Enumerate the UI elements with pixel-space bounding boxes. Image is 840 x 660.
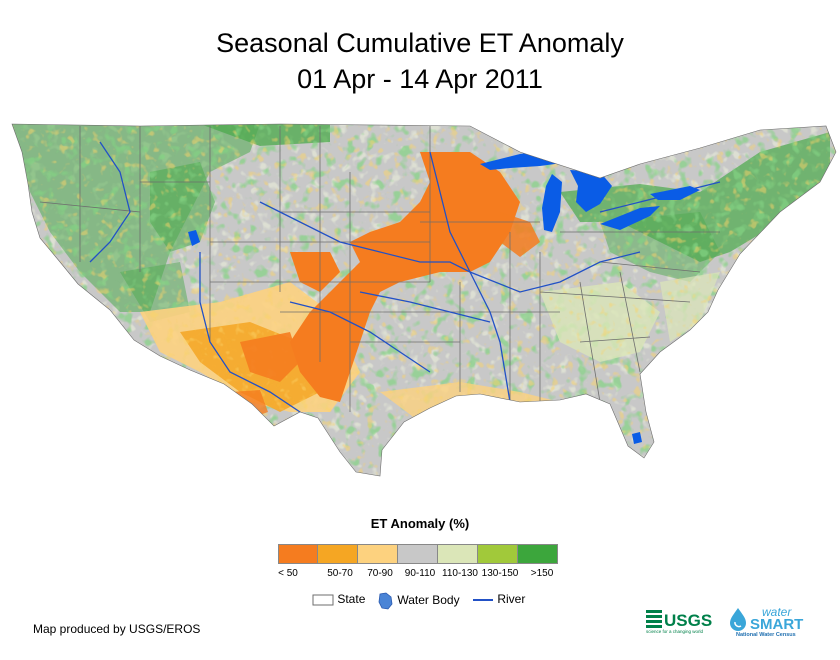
state-boundaries xyxy=(39,126,720,412)
national-border xyxy=(11,123,837,477)
lake-erie xyxy=(600,206,660,230)
water-body-symbol: Water Body xyxy=(376,592,460,610)
legend-label: >150 xyxy=(530,568,554,579)
watersmart-sub-text: National Water Census xyxy=(736,632,796,638)
river-symbol-label: River xyxy=(497,592,526,606)
legend-swatch xyxy=(318,544,358,564)
usgs-tagline: science for a changing world xyxy=(646,629,704,634)
us-et-anomaly-map xyxy=(11,123,837,477)
legend-swatch xyxy=(438,544,478,564)
legend-swatch xyxy=(358,544,398,564)
legend-label: < 50 xyxy=(278,568,298,579)
usgs-logo-text: USGS xyxy=(664,611,712,630)
legend-label: 70-90 xyxy=(367,568,393,579)
legend-label: 130-150 xyxy=(481,568,519,579)
state-swatch-icon xyxy=(312,594,334,606)
lake-okeechobee xyxy=(632,432,642,444)
map-title: Seasonal Cumulative ET Anomaly xyxy=(216,28,624,58)
usgs-logo-icon: USGS science for a changing world xyxy=(646,610,712,634)
lake-michigan xyxy=(542,174,562,232)
watersmart-top-text: water xyxy=(762,605,792,619)
legend-label: 50-70 xyxy=(327,568,353,579)
watersmart-logo-icon: water SMART National Water Census xyxy=(730,605,803,638)
legend-swatch xyxy=(478,544,518,564)
watersmart-logo: water SMART National Water Census xyxy=(726,604,816,643)
water-body-icon xyxy=(378,592,393,610)
water-bodies xyxy=(188,148,700,444)
legend-swatch xyxy=(398,544,438,564)
usgs-logo: USGS science for a changing world xyxy=(646,606,726,639)
state-symbol: State xyxy=(312,592,365,606)
map-date-range: 01 Apr - 14 Apr 2011 xyxy=(297,64,543,94)
river-line-icon xyxy=(473,598,493,601)
river-symbol: River xyxy=(472,592,525,606)
lake-ontario xyxy=(650,186,700,200)
watersmart-main-text: SMART xyxy=(750,616,803,633)
legend-label: 90-110 xyxy=(404,568,436,579)
water-body-symbol-label: Water Body xyxy=(397,593,460,608)
legend-swatch xyxy=(278,544,318,564)
great-salt-lake xyxy=(188,230,200,246)
state-symbol-label: State xyxy=(337,592,366,606)
legend-title: ET Anomaly (%) xyxy=(370,516,470,531)
legend-color-bar xyxy=(278,544,558,564)
anomaly-raster xyxy=(12,124,836,476)
legend-swatch xyxy=(518,544,558,564)
lake-huron xyxy=(570,170,612,212)
legend-label: 110-130 xyxy=(442,568,478,579)
map-credit: Map produced by USGS/EROS xyxy=(33,622,201,636)
